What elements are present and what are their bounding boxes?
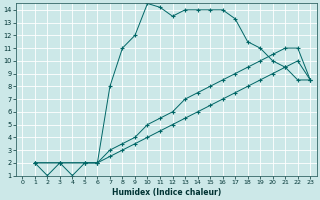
X-axis label: Humidex (Indice chaleur): Humidex (Indice chaleur) bbox=[112, 188, 221, 197]
